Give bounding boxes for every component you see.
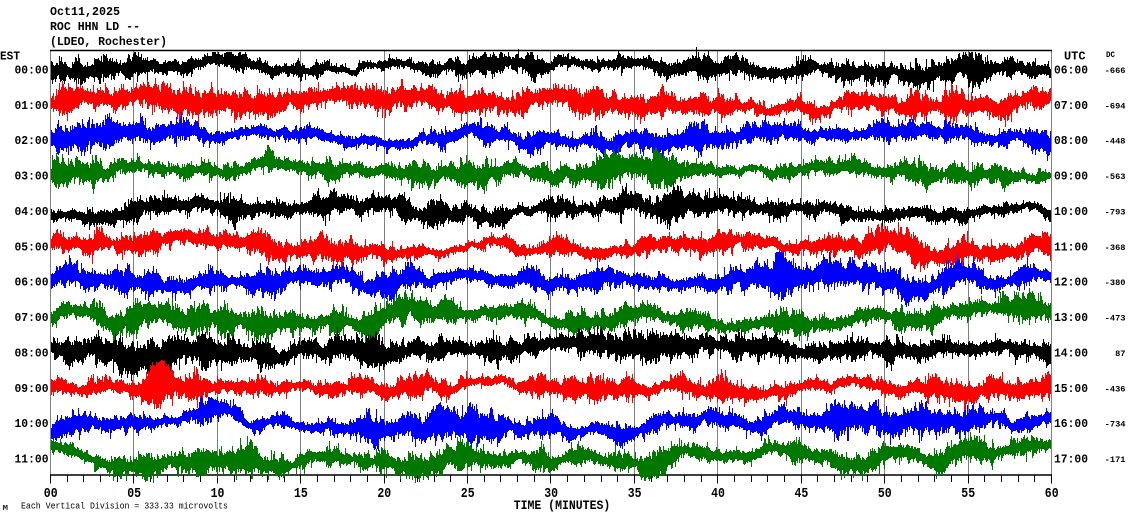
svg-text:12:00: 12:00 xyxy=(1054,276,1088,290)
svg-text:45: 45 xyxy=(795,486,809,502)
svg-text:35: 35 xyxy=(628,486,642,502)
svg-text:-694: -694 xyxy=(1105,101,1126,111)
svg-text:10:00: 10:00 xyxy=(1054,205,1088,219)
svg-text:60: 60 xyxy=(1045,486,1059,502)
svg-text:-171: -171 xyxy=(1105,455,1126,465)
svg-text:14:00: 14:00 xyxy=(1054,347,1088,361)
svg-text:09:00: 09:00 xyxy=(1054,170,1088,184)
svg-text:-666: -666 xyxy=(1105,66,1126,76)
svg-text:09:00: 09:00 xyxy=(15,382,49,396)
svg-text:00:00: 00:00 xyxy=(15,64,49,78)
svg-text:05:00: 05:00 xyxy=(15,240,49,254)
svg-text:-734: -734 xyxy=(1105,420,1126,430)
svg-text:25: 25 xyxy=(461,486,475,502)
svg-text:04:00: 04:00 xyxy=(15,205,49,219)
svg-text:UTC: UTC xyxy=(1064,51,1086,64)
svg-text:02:00: 02:00 xyxy=(15,134,49,148)
svg-text:05: 05 xyxy=(127,486,141,502)
svg-text:50: 50 xyxy=(878,486,892,502)
svg-text:06:00: 06:00 xyxy=(1054,64,1088,78)
svg-text:M: M xyxy=(3,505,9,513)
svg-text:EST: EST xyxy=(0,51,20,64)
svg-text:-563: -563 xyxy=(1105,172,1126,182)
svg-text:13:00: 13:00 xyxy=(1054,311,1088,325)
svg-text:03:00: 03:00 xyxy=(15,170,49,184)
svg-text:06:00: 06:00 xyxy=(15,276,49,290)
svg-text:-793: -793 xyxy=(1105,208,1126,218)
svg-text:TIME (MINUTES): TIME (MINUTES) xyxy=(514,499,611,513)
svg-text:Oct11,2025: Oct11,2025 xyxy=(50,6,120,19)
svg-text:07:00: 07:00 xyxy=(1054,99,1088,113)
svg-text:00: 00 xyxy=(44,486,58,502)
svg-text:55: 55 xyxy=(961,486,975,502)
svg-text:15: 15 xyxy=(294,486,308,502)
svg-text:-448: -448 xyxy=(1105,137,1126,147)
svg-text:01:00: 01:00 xyxy=(15,99,49,113)
svg-text:08:00: 08:00 xyxy=(15,347,49,361)
svg-text:08:00: 08:00 xyxy=(1054,134,1088,148)
svg-text:-436: -436 xyxy=(1105,384,1126,394)
svg-text:ROC HHN LD --: ROC HHN LD -- xyxy=(50,21,140,34)
svg-text:11:00: 11:00 xyxy=(15,453,49,467)
svg-text:40: 40 xyxy=(711,486,725,502)
svg-text:07:00: 07:00 xyxy=(15,311,49,325)
svg-text:11:00: 11:00 xyxy=(1054,240,1088,254)
svg-text:Each Vertical Division = 333.: Each Vertical Division = 333.33 microvol… xyxy=(21,501,228,512)
svg-text:-368: -368 xyxy=(1105,243,1126,253)
svg-text:15:00: 15:00 xyxy=(1054,382,1088,396)
svg-text:87: 87 xyxy=(1115,349,1125,359)
svg-text:(LDEO, Rochester): (LDEO, Rochester) xyxy=(50,36,167,49)
svg-text:-380: -380 xyxy=(1105,278,1126,288)
svg-text:17:00: 17:00 xyxy=(1054,453,1088,467)
svg-text:10: 10 xyxy=(211,486,225,502)
svg-text:20: 20 xyxy=(377,486,391,502)
svg-text:16:00: 16:00 xyxy=(1054,417,1088,431)
svg-text:-473: -473 xyxy=(1105,314,1126,324)
svg-text:10:00: 10:00 xyxy=(15,417,49,431)
svg-text:30: 30 xyxy=(544,486,558,502)
svg-text:DC: DC xyxy=(1106,51,1115,60)
